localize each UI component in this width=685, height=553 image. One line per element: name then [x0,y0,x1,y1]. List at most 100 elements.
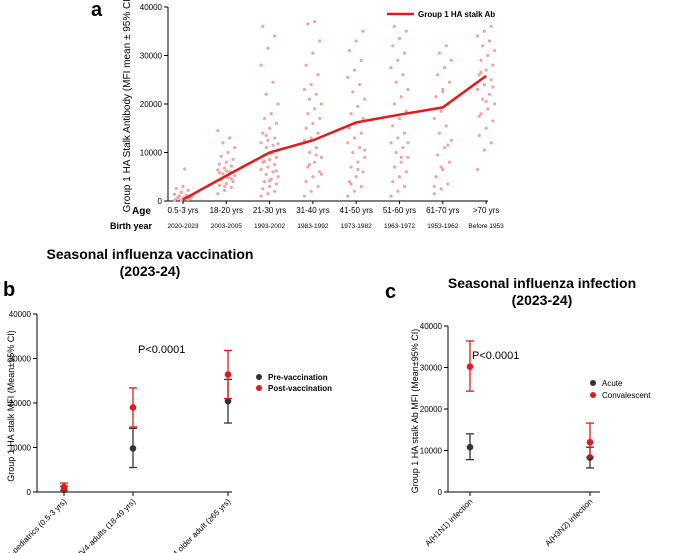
panel-a-data-point [356,167,360,172]
panel-c-y-tick-label: 40000 [420,322,443,331]
panel-c-legend: Acute Convalescent [590,379,651,400]
panel-a-data-point [311,175,315,179]
panel-b-mean-point [224,371,232,378]
panel-a-birth-year-tick: 1983-1992 [297,223,328,230]
panel-b-x-tick-label: IIV4-pediatrics (0.5-3 yrs) [0,497,69,553]
panel-a-data-point [399,95,403,99]
panel-a-data-point [273,189,277,193]
panel-b-y-tick-label: 10000 [9,444,32,453]
panel-a-data-point [266,138,270,142]
panel-a-data-point [274,182,278,186]
panel-a-y-tick-label: 20000 [140,100,163,109]
panel-a-data-point [259,141,263,145]
panel-a-data-point [271,170,275,174]
panel-a-data-point [228,136,232,140]
panel-a-data-point [346,75,350,79]
panel-b-title: Seasonal influenza vaccination [47,246,254,262]
panel-a-data-point [491,119,495,123]
panel-c-annotation: P<0.0001 [472,350,519,362]
panel-a-birth-year-tick: 2003-2005 [211,223,242,230]
panel-a-data-point [394,150,398,155]
panel-a-data-point [437,51,441,55]
panel-a-data-point [404,29,408,33]
panel-a-data-point [403,51,407,55]
panel-a-data-point [231,157,235,161]
panel-a-age-label: 18-20 yrs [210,206,243,215]
panel-a-data-point [268,126,272,130]
panel-a-data-point [233,174,237,178]
panel-label-c: c [385,281,396,303]
panel-a-data-point [188,197,192,201]
panel-c-mean-point [466,443,474,451]
panel-c-y-tick-label: 10000 [420,447,443,456]
panel-a-data-point [304,63,308,67]
panel-a-data-point [432,116,436,121]
panel-a-data-point [223,166,227,170]
panel-a-data-point [401,146,405,150]
panel-a-data-point [476,34,480,38]
panel-a-data-point [361,170,365,174]
panel-a-data-point [262,159,267,163]
panel-a-x-tick-labels: 0.5-3 yrs 18-20 yrs 21-30 yrs 31-40 yrs 41-5… [167,206,504,230]
panel-a-points [172,19,497,203]
panel-b-y-tick-label: 30000 [9,355,32,364]
panel-a-data-point [476,87,480,92]
panel-a-data-point [489,141,493,145]
panel-b-x-tick-label: IIV4 older adult (≥65 yrs) [164,497,233,553]
panel-b-x-tick-labels: IIV4-pediatrics (0.5-3 yrs) IIV4-adults (… [0,497,233,553]
panel-a-data-point [399,160,403,164]
panel-a-data-point [484,126,488,130]
panel-b-mean-point [129,404,137,411]
panel-a-data-point [441,167,445,172]
panel-a-data-point [356,104,360,109]
panel-a-data-point [359,58,363,62]
panel-a-data-point [491,63,495,67]
panel-a-data-point [444,124,448,128]
panel-a-data-point [311,51,315,55]
panel-a-birth-year-tick: 2020-2023 [167,223,198,230]
panel-a-data-point [313,107,317,111]
panel-a-data-point [489,78,493,82]
panel-a-data-point [482,29,486,33]
panel-c-mean-point [586,438,594,446]
panel-a-data-point [226,176,230,180]
panel-a-data-point [389,194,393,198]
panel-a-data-point [441,90,445,94]
panel-a-data-point [264,146,268,150]
panel-a-data-point [266,165,270,169]
panel-a-data-point [233,146,237,150]
panel-a-data-point [486,53,490,58]
panel-a-data-point [274,169,278,173]
panel-a-data-point [352,68,357,72]
panel-a-data-point [436,153,440,157]
panel-a-data-point [347,180,351,184]
panel-c-subtitle: (2023-24) [512,292,573,308]
panel-a-birth-year-label: Birth year [110,221,153,231]
panel-a-data-point [359,131,363,135]
panel-b-axes: 0 10000 20000 30000 40000 [9,310,232,497]
panel-a-data-point [224,169,228,173]
panel-a-data-point [268,184,272,189]
panel-a-data-point [319,155,323,159]
panel-a-data-point [273,34,277,38]
panel-a-data-point [437,131,441,135]
panel-c-x-tick-labels: A(H1N1) infection A(H3N2) infection [423,497,594,548]
panel-a-data-point [276,142,280,146]
panel-a-age-label: >70 yrs [473,206,499,215]
panel-c-y-tick-label: 20000 [420,405,443,414]
panel-a-age-label: 21-30 yrs [253,206,286,215]
panel-a-data-point [389,141,393,145]
panel-a-data-point [493,102,497,106]
panel-a-data-point [399,155,403,159]
panel-a-data-point [314,146,318,150]
panel-a-data-point [273,136,277,140]
panel-a-data-point [231,180,235,184]
panel-a-data-point [346,194,350,198]
panel-a-data-point [476,167,480,172]
panel-a-data-point [486,107,490,111]
panel-a-age-label: 51-60 yrs [383,206,416,215]
panel-a-data-point [304,180,308,184]
panel-a-data-point [179,190,183,194]
panel-a-data-point [318,39,322,43]
panel-a-data-point [266,192,270,196]
